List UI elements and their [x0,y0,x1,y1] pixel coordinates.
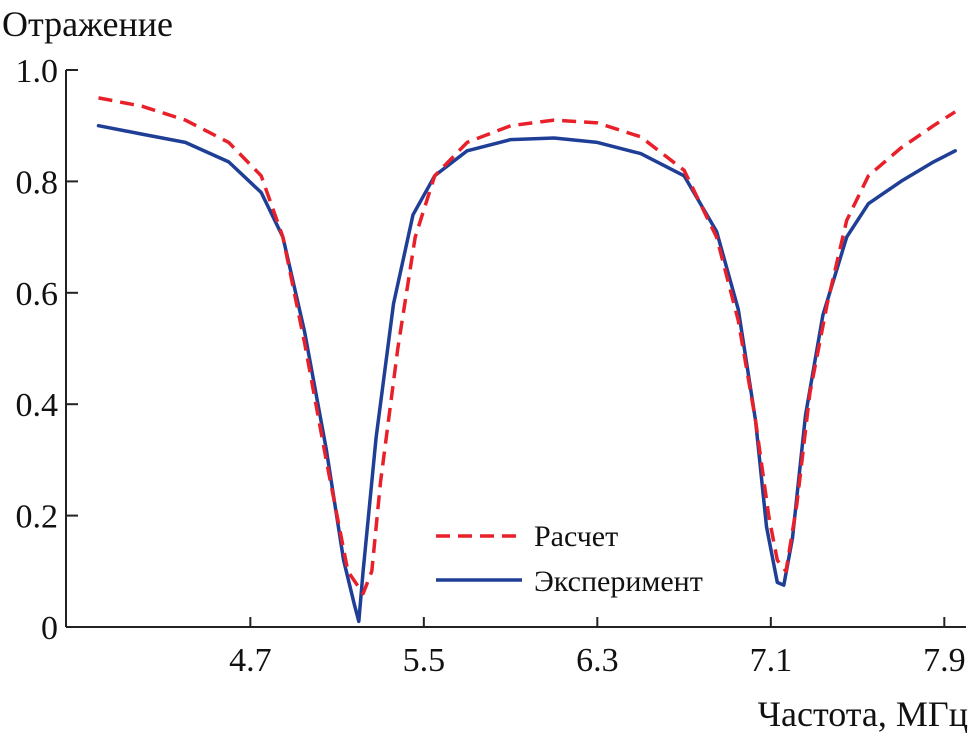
legend-label-eksperiment: Эксперимент [534,565,703,598]
y-tick-label: 0.2 [16,499,59,536]
y-tick-label: 0.8 [16,164,59,201]
x-tick-label: 4.7 [229,642,272,679]
x-tick-label: 7.9 [923,642,966,679]
x-tick-label: 6.3 [576,642,619,679]
series-line-eksperiment [96,123,957,624]
y-tick-label: 0.4 [16,387,59,424]
x-tick-label: 7.1 [750,642,793,679]
y-tick-label: 0 [41,610,58,647]
x-ticks: 4.7 5.5 6.3 7.1 7.9 [229,617,966,679]
y-tick-label: 1.0 [16,53,59,90]
x-tick-label: 5.5 [403,642,446,679]
series-layer [96,96,957,624]
legend-label-raschet: Расчет [534,520,618,553]
x-axis-title: Частота, МГц [758,694,968,734]
legend: Расчет Эксперимент [436,520,703,598]
y-tick-label: 0.6 [16,276,59,313]
y-ticks: 0 0.2 0.4 0.6 0.8 1.0 [16,53,78,647]
series-line-raschet [98,96,957,596]
y-axis-title: Отражение [2,4,173,44]
